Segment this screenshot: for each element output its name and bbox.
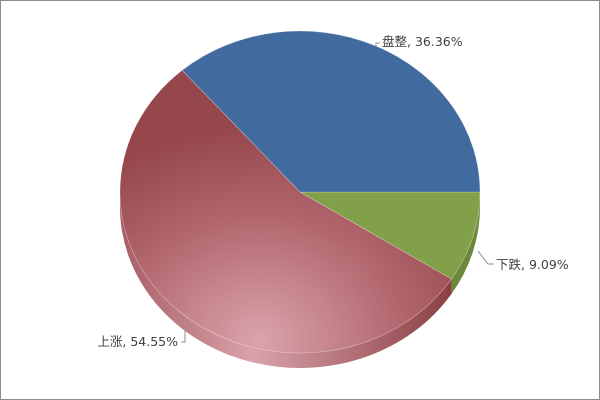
data-label: 上涨, 54.55% <box>97 334 178 349</box>
pie-slice-rise[interactable] <box>119 69 452 354</box>
leader-line <box>477 250 494 265</box>
leader-line <box>181 327 186 343</box>
data-label: 下跌, 9.09% <box>496 257 569 272</box>
data-label: 盘整, 36.36% <box>382 34 463 49</box>
pie-slice-fall[interactable] <box>298 191 481 280</box>
pie-side-fall <box>451 192 480 295</box>
leader-line <box>375 42 380 47</box>
pie-slice-consolidation[interactable] <box>181 30 481 193</box>
